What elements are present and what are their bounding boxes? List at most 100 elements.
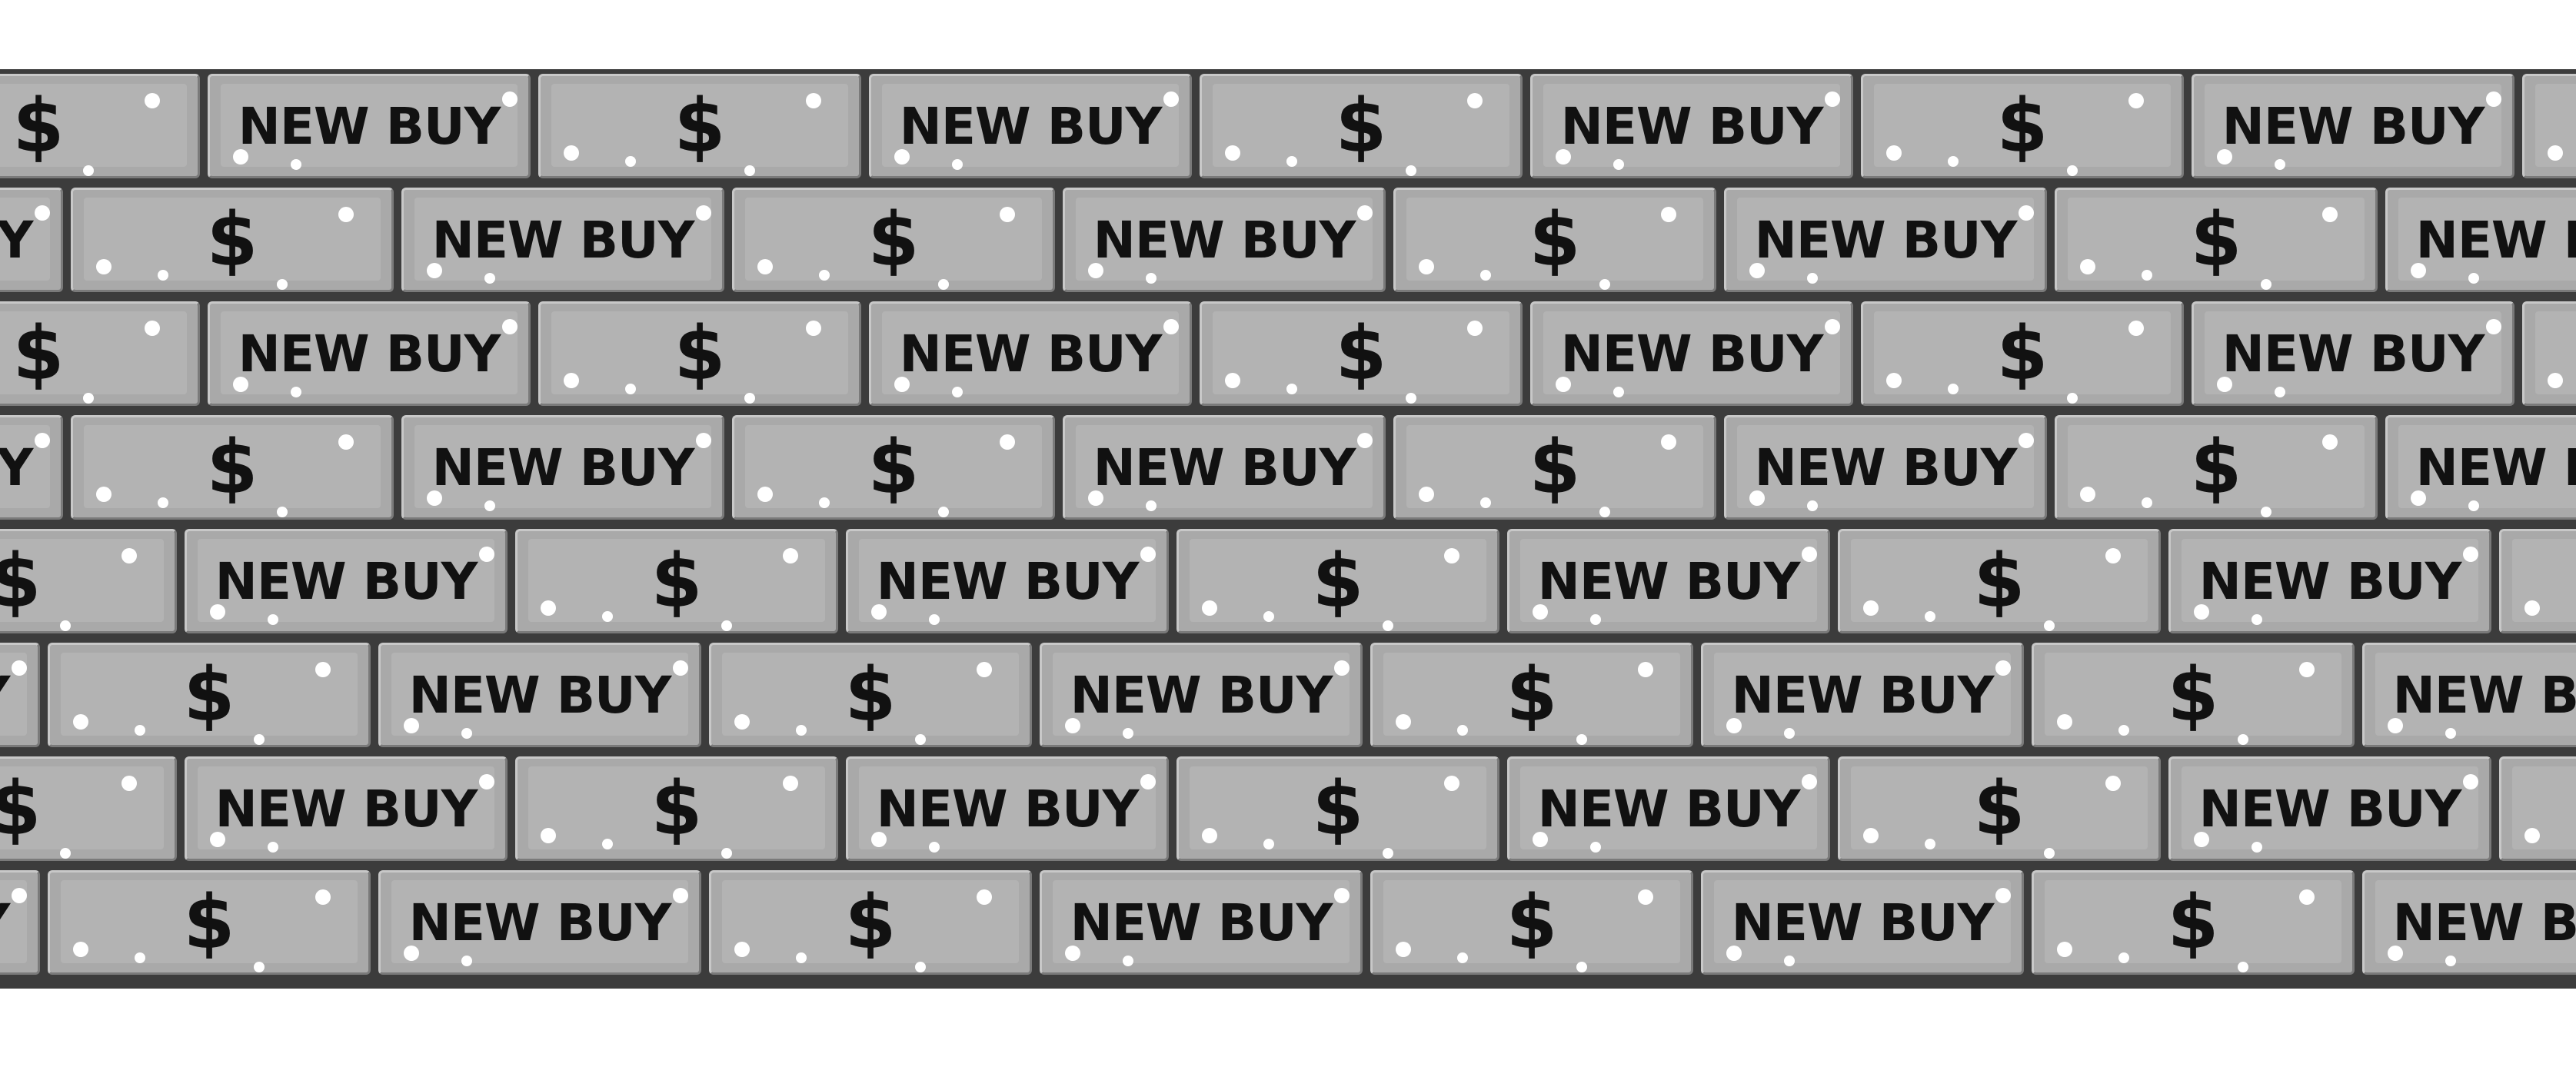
highlight-dot (696, 205, 711, 221)
highlight-dot (1661, 434, 1676, 450)
new-buy-label: NEW BUY (215, 779, 478, 839)
brick-row: $ NEW BUY $ NEW BUY $ NEW BUY $ NEW BUY $ (0, 524, 2576, 633)
highlight-dot (1661, 207, 1676, 222)
highlight-dot (806, 93, 821, 108)
new-buy-brick: NEW BUY (208, 74, 531, 178)
highlight-dot (484, 500, 495, 511)
new-buy-brick: NEW BUY (208, 301, 531, 406)
highlight-dot (2194, 832, 2209, 847)
new-buy-label: NEW BUY (876, 551, 1140, 611)
dollar-brick: $ (2032, 643, 2355, 747)
highlight-dot (1863, 600, 1879, 616)
new-buy-label: NEW BUY (238, 96, 501, 156)
new-buy-label: NEW BUY (0, 666, 10, 725)
dollar-brick: $ (71, 188, 394, 292)
highlight-dot (1406, 393, 1416, 404)
highlight-dot (479, 547, 494, 562)
highlight-dot (757, 487, 773, 502)
new-buy-label: NEW BUY (2415, 437, 2576, 497)
highlight-dot (1088, 490, 1103, 506)
highlight-dot (938, 279, 949, 290)
highlight-dot (2142, 497, 2152, 508)
highlight-dot (734, 714, 750, 730)
dollar-brick: $ (732, 188, 1055, 292)
new-buy-label: NEW BUY (1537, 551, 1801, 611)
highlight-dot (1576, 962, 1587, 972)
highlight-dot (2252, 842, 2262, 853)
dollar-sign-label: $ (206, 197, 258, 283)
highlight-dot (2019, 433, 2034, 448)
highlight-dot (35, 433, 50, 448)
new-buy-brick: NEW BUY (1063, 188, 1386, 292)
new-buy-brick: NEW BUY (0, 188, 63, 292)
dollar-sign-label: $ (1335, 83, 1387, 169)
highlight-dot (1202, 828, 1217, 843)
dollar-brick: $ (709, 643, 1032, 747)
highlight-dot (210, 832, 225, 847)
highlight-dot (1802, 547, 1817, 562)
highlight-dot (1886, 145, 1902, 161)
dollar-brick: $ (1838, 529, 2161, 633)
highlight-dot (1638, 889, 1653, 905)
dollar-brick: $ (1861, 74, 2184, 178)
highlight-dot (268, 842, 278, 853)
highlight-dot (1444, 776, 1459, 791)
new-buy-brick: NEW BUY (2192, 74, 2514, 178)
highlight-dot (696, 433, 711, 448)
highlight-dot (502, 91, 518, 107)
new-buy-label: NEW BUY (408, 892, 672, 952)
dollar-brick: $ (1370, 643, 1693, 747)
highlight-dot (1613, 159, 1624, 170)
brick-row: NEW BUY $ NEW BUY $ NEW BUY $ NEW BUY $ NEW BUY (0, 866, 2576, 975)
highlight-dot (2463, 547, 2478, 562)
highlight-dot (2118, 725, 2129, 736)
dollar-sign-label: $ (1529, 424, 1581, 510)
highlight-dot (2445, 956, 2456, 966)
highlight-dot (2128, 321, 2144, 336)
highlight-dot (2388, 946, 2403, 961)
highlight-dot (1088, 263, 1103, 278)
highlight-dot (721, 620, 732, 631)
dollar-sign-label: $ (1506, 879, 1558, 966)
highlight-dot (541, 600, 556, 616)
new-buy-brick: NEW BUY (846, 529, 1169, 633)
highlight-dot (2105, 548, 2121, 563)
highlight-dot (1784, 956, 1795, 966)
highlight-dot (2275, 387, 2285, 397)
highlight-dot (744, 393, 755, 404)
highlight-dot (2322, 434, 2338, 450)
highlight-dot (1225, 373, 1240, 388)
highlight-dot (1419, 259, 1434, 274)
highlight-dot (1225, 145, 1240, 161)
new-buy-brick: NEW BUY (2168, 529, 2491, 633)
highlight-dot (1163, 319, 1179, 334)
highlight-dot (1334, 660, 1350, 676)
highlight-dot (254, 962, 265, 972)
dollar-brick: $ (71, 415, 394, 520)
highlight-dot (1146, 500, 1157, 511)
dollar-sign-label: $ (0, 766, 41, 852)
new-buy-brick: NEW BUY (1040, 870, 1363, 975)
highlight-dot (806, 321, 821, 336)
new-buy-brick: NEW BUY (185, 529, 508, 633)
highlight-dot (1556, 377, 1571, 392)
highlight-dot (1948, 156, 1959, 167)
highlight-dot (1886, 373, 1902, 388)
highlight-dot (783, 776, 798, 791)
highlight-dot (1000, 207, 1015, 222)
highlight-dot (929, 614, 940, 625)
highlight-dot (35, 205, 50, 221)
dollar-brick: $ (48, 870, 371, 975)
highlight-dot (1638, 662, 1653, 677)
highlight-dot (1065, 946, 1080, 961)
highlight-dot (96, 487, 111, 502)
highlight-dot (564, 373, 579, 388)
dollar-brick: $ (1838, 756, 2161, 861)
highlight-dot (1726, 718, 1742, 733)
highlight-dot (2548, 145, 2563, 161)
dollar-sign-label: $ (1335, 311, 1387, 397)
highlight-dot (819, 497, 830, 508)
new-buy-label: NEW BUY (1754, 210, 2018, 270)
highlight-dot (1480, 270, 1491, 281)
highlight-dot (1825, 319, 1840, 334)
